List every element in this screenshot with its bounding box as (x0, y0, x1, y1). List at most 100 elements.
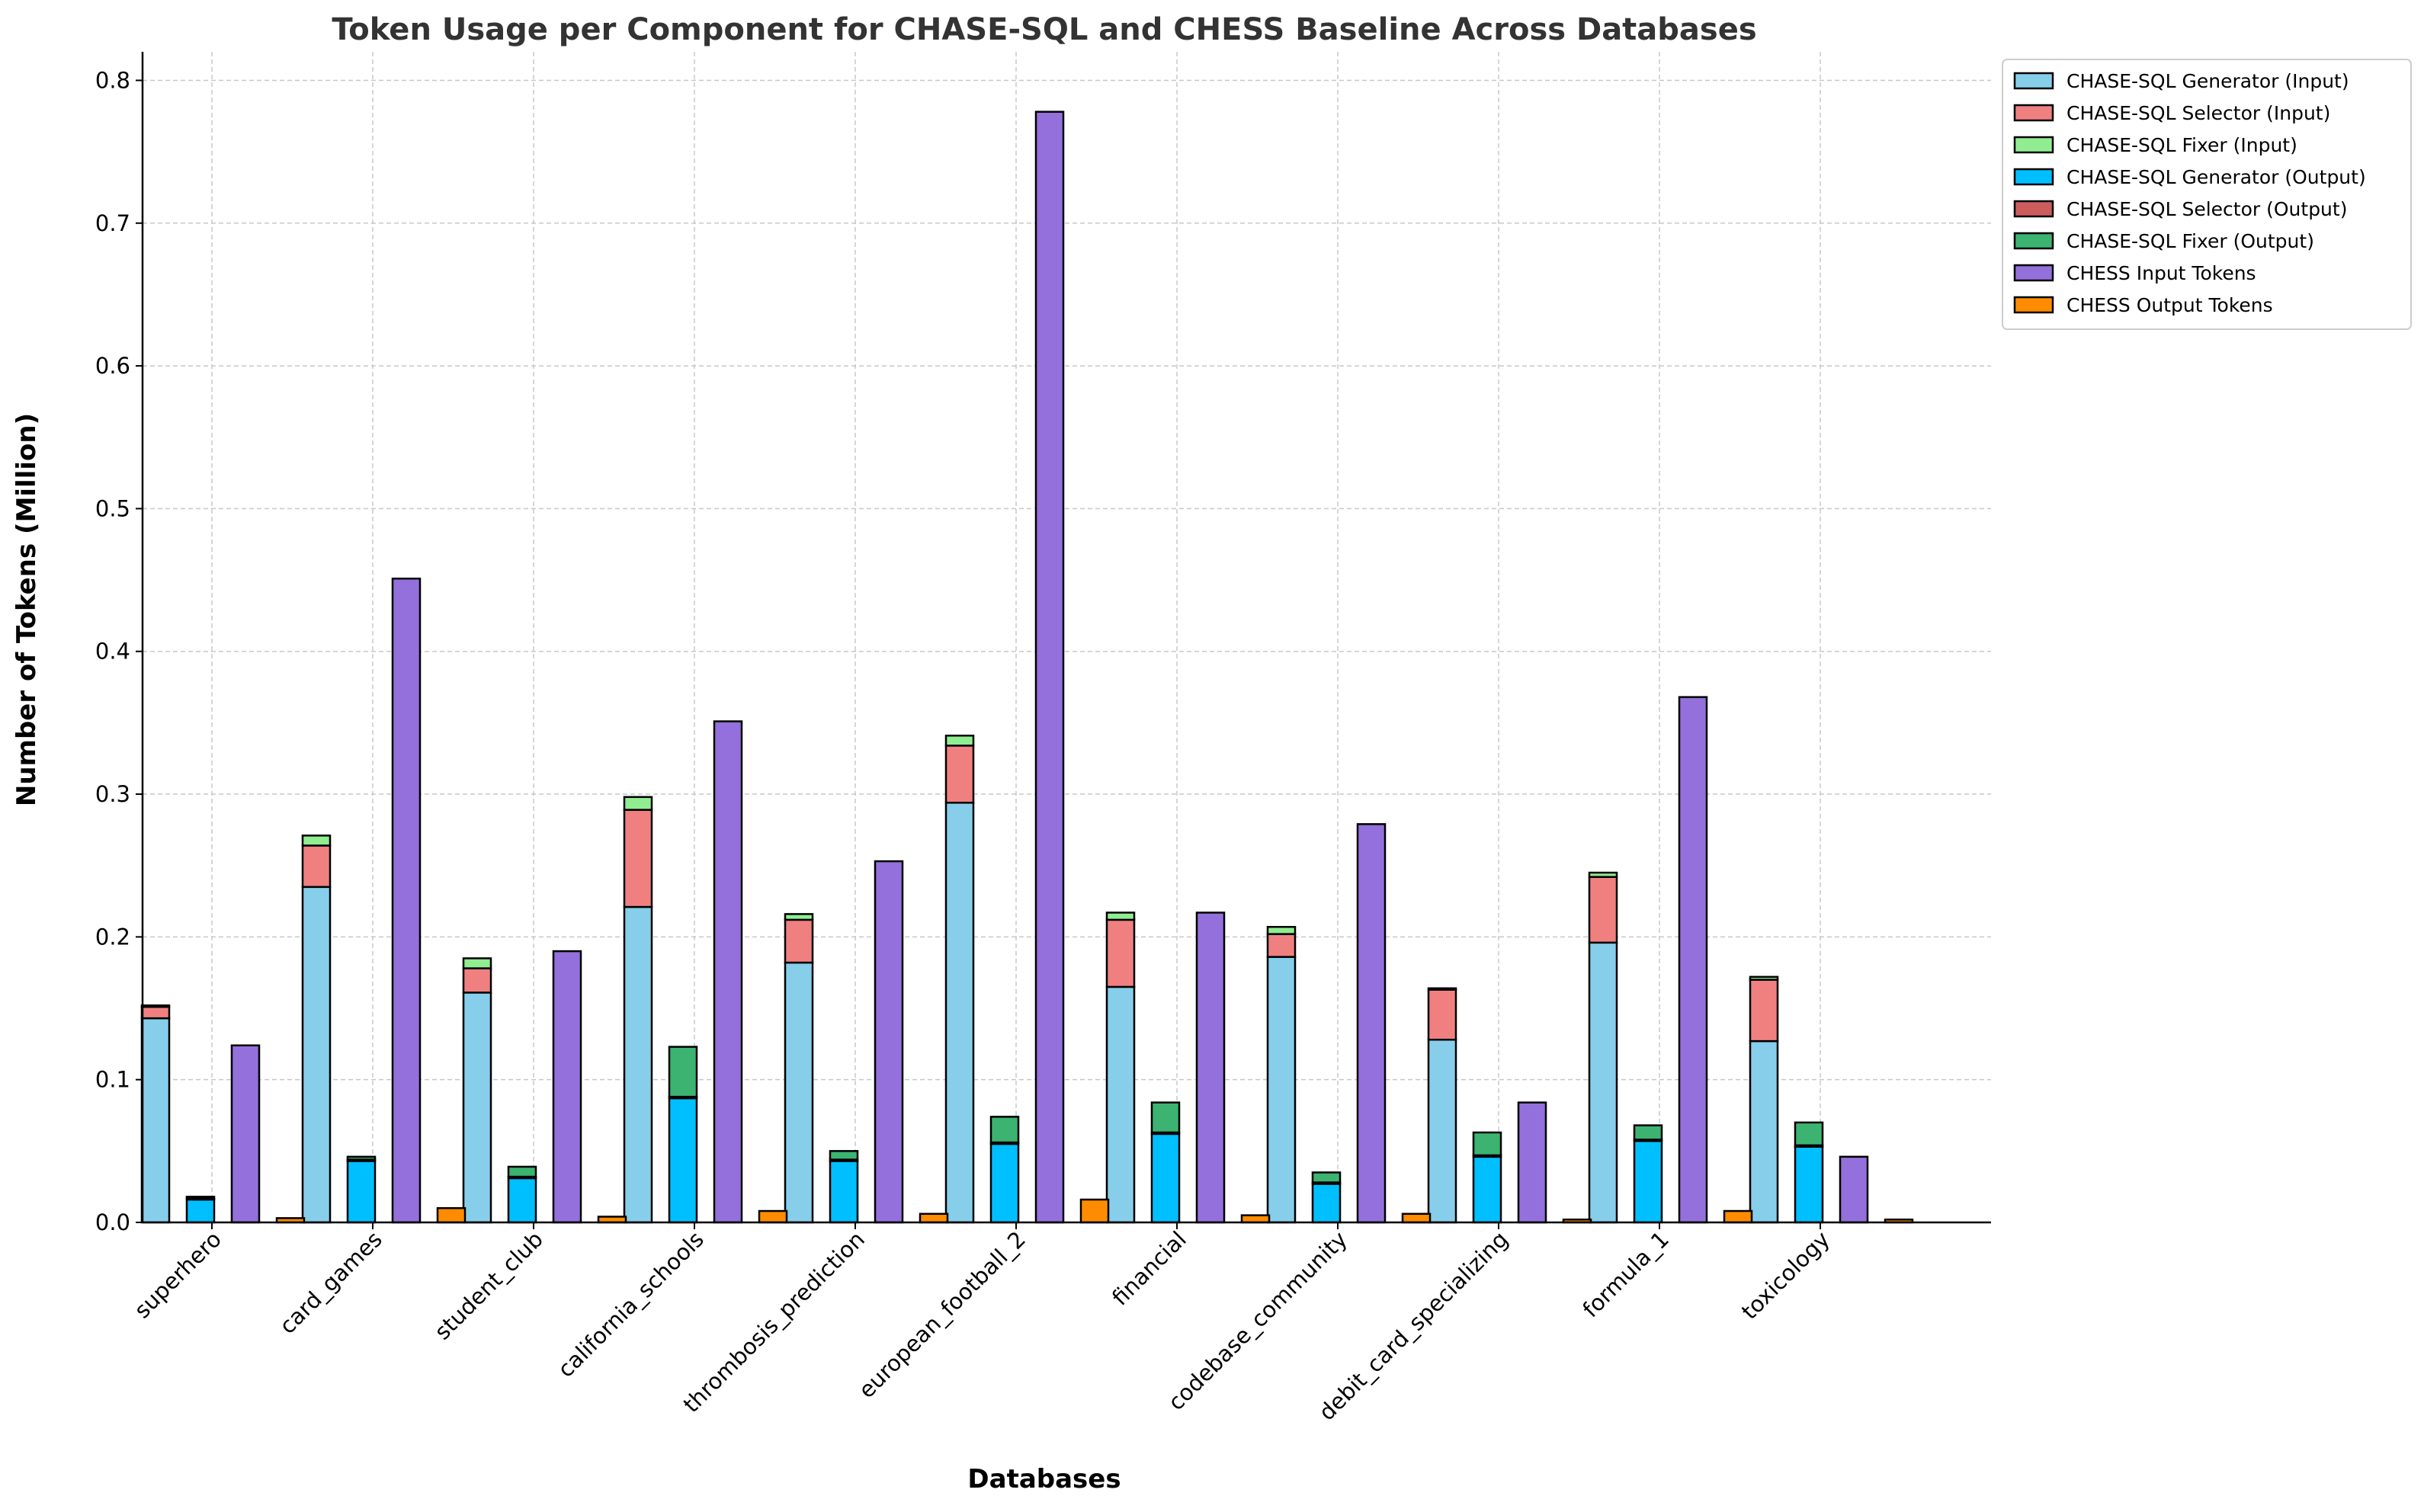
legend-swatch-chase-sql-generator-input (2013, 72, 2054, 90)
bar-chess-output-tokens-california_schools (758, 1209, 788, 1224)
bar-chase-sql-fixer-output-superhero (185, 1196, 216, 1200)
bar-chase-sql-generator-output-financial (1150, 1132, 1181, 1224)
bar-chase-sql-fixer-input-toxicology (1749, 975, 1779, 981)
bar-chess-input-tokens-codebase_community (1356, 823, 1387, 1224)
legend-swatch-chase-sql-fixer-output (2013, 232, 2054, 250)
legend-swatch-chess-output-tokens (2013, 296, 2054, 314)
bar-chase-sql-fixer-input-formula_1 (1588, 871, 1618, 878)
legend-swatch-chase-sql-selector-input (2013, 104, 2054, 122)
x-tick-label: european_football_2 (854, 1226, 1031, 1403)
legend-swatch-chase-sql-generator-output (2013, 168, 2054, 186)
grid-layer (143, 52, 1991, 1223)
bar-chess-input-tokens-debit_card_specializing (1517, 1101, 1547, 1224)
bar-chess-output-tokens-thrombosis_prediction (919, 1212, 949, 1224)
bar-chase-sql-fixer-output-formula_1 (1633, 1124, 1663, 1141)
y-tick-label: 0.3 (95, 781, 130, 807)
bar-chase-sql-selector-input-formula_1 (1588, 876, 1618, 944)
bar-chase-sql-selector-input-debit_card_specializing (1427, 988, 1457, 1041)
bar-chase-sql-generator-input-student_club (462, 991, 492, 1224)
y-tick-label: 0.6 (95, 353, 130, 379)
legend-swatch-chess-input-tokens (2013, 264, 2054, 282)
bar-chess-input-tokens-card_games (391, 577, 422, 1224)
bar-chase-sql-fixer-output-debit_card_specializing (1472, 1131, 1502, 1157)
bar-chess-input-tokens-financial (1195, 911, 1226, 1224)
legend-label-chase-sql-generator-output: CHASE-SQL Generator (Output) (2066, 166, 2366, 188)
y-tick-label: 0.7 (95, 210, 130, 236)
bar-chase-sql-fixer-input-financial (1105, 911, 1136, 921)
bar-chess-output-tokens-european_football_2 (1079, 1198, 1110, 1224)
legend-label-chase-sql-fixer-output: CHASE-SQL Fixer (Output) (2066, 230, 2314, 252)
bar-chase-sql-fixer-output-california_schools (668, 1046, 698, 1098)
chart-title: Token Usage per Component for CHASE-SQL … (332, 12, 1756, 47)
bar-chase-sql-generator-input-toxicology (1749, 1040, 1779, 1224)
x-tick-label: debit_card_specializing (1313, 1226, 1513, 1426)
bar-chase-sql-fixer-input-debit_card_specializing (1427, 987, 1457, 991)
bar-chess-input-tokens-formula_1 (1678, 696, 1708, 1224)
bar-chase-sql-fixer-output-financial (1150, 1101, 1181, 1134)
bar-chase-sql-generator-input-codebase_community (1266, 956, 1297, 1224)
bar-chase-sql-selector-input-toxicology (1749, 979, 1779, 1043)
x-axis-label: Databases (967, 1464, 1121, 1494)
bar-chess-input-tokens-superhero (230, 1044, 261, 1224)
bar-chase-sql-fixer-input-superhero (140, 1004, 171, 1008)
bar-chess-output-tokens-card_games (436, 1207, 467, 1224)
legend-label-chase-sql-selector-output: CHASE-SQL Selector (Output) (2066, 198, 2347, 220)
x-tick-label: codebase_community (1163, 1226, 1352, 1415)
bar-chase-sql-selector-input-financial (1105, 918, 1136, 988)
bar-chase-sql-generator-output-student_club (507, 1177, 537, 1224)
legend-label-chase-sql-generator-input: CHASE-SQL Generator (Input) (2066, 70, 2349, 92)
bar-chase-sql-generator-input-financial (1105, 985, 1136, 1224)
bar-chase-sql-selector-input-student_club (462, 967, 492, 994)
bar-chase-sql-generator-output-thrombosis_prediction (829, 1160, 859, 1224)
bar-chase-sql-fixer-input-card_games (301, 834, 332, 847)
bar-chase-sql-generator-output-codebase_community (1311, 1183, 1342, 1224)
x-tick-label: thrombosis_prediction (678, 1226, 870, 1418)
bar-chase-sql-generator-input-thrombosis_prediction (784, 961, 814, 1224)
bar-chess-output-tokens-codebase_community (1401, 1212, 1432, 1224)
x-tick-label: california_schools (553, 1226, 709, 1382)
y-axis-label: Number of Tokens (Million) (11, 413, 42, 806)
bar-chess-output-tokens-formula_1 (1723, 1209, 1753, 1224)
bar-chess-input-tokens-thrombosis_prediction (874, 860, 904, 1224)
bar-chess-input-tokens-european_football_2 (1034, 111, 1065, 1224)
legend-swatch-chase-sql-selector-output (2013, 200, 2054, 218)
bar-chase-sql-selector-input-thrombosis_prediction (784, 918, 814, 964)
bar-chase-sql-selector-input-superhero (140, 1005, 171, 1020)
bar-chess-input-tokens-student_club (552, 950, 582, 1224)
legend-label-chase-sql-fixer-input: CHASE-SQL Fixer (Input) (2066, 134, 2297, 156)
bar-chase-sql-generator-input-superhero (140, 1017, 171, 1224)
bar-chess-input-tokens-toxicology (1839, 1155, 1869, 1224)
bar-chase-sql-fixer-input-european_football_2 (944, 734, 975, 747)
legend-swatch-chase-sql-fixer-input (2013, 136, 2054, 154)
legend-label-chase-sql-selector-input: CHASE-SQL Selector (Input) (2066, 102, 2330, 124)
bar-chase-sql-selector-input-codebase_community (1266, 933, 1297, 958)
bar-chase-sql-fixer-output-toxicology (1794, 1121, 1824, 1147)
bar-chase-sql-generator-input-card_games (301, 886, 332, 1224)
bar-chase-sql-fixer-output-student_club (507, 1165, 537, 1178)
legend-label-chess-input-tokens: CHESS Input Tokens (2066, 262, 2256, 284)
y-tick-label: 0.2 (95, 924, 130, 950)
y-tick-label: 0.5 (95, 495, 130, 521)
bar-chase-sql-generator-output-toxicology (1794, 1145, 1824, 1224)
y-tick-label: 0.1 (95, 1067, 130, 1093)
bar-chase-sql-generator-input-debit_card_specializing (1427, 1038, 1457, 1224)
y-tick-label: 0.8 (95, 67, 130, 93)
bar-chase-sql-fixer-input-thrombosis_prediction (784, 913, 814, 921)
x-tick-label: formula_1 (1578, 1226, 1674, 1322)
bars-layer (140, 111, 1914, 1224)
bar-chess-input-tokens-california_schools (713, 720, 743, 1224)
legend: CHASE-SQL Generator (Input) CHASE-SQL Sel… (2002, 59, 2412, 330)
legend-box (2002, 59, 2412, 330)
x-tick-label: card_games (274, 1226, 387, 1339)
x-tick-label: student_club (429, 1226, 548, 1345)
bar-chase-sql-fixer-output-card_games (346, 1155, 377, 1161)
y-tick-label: 0.4 (95, 639, 130, 665)
bar-chase-sql-fixer-output-european_football_2 (989, 1116, 1020, 1144)
bar-chase-sql-generator-output-card_games (346, 1160, 377, 1224)
bar-chase-sql-generator-output-formula_1 (1633, 1139, 1663, 1224)
bar-chase-sql-selector-input-card_games (301, 844, 332, 889)
bar-chase-sql-selector-input-california_schools (623, 809, 653, 908)
legend-label-chess-output-tokens: CHESS Output Tokens (2066, 294, 2273, 316)
